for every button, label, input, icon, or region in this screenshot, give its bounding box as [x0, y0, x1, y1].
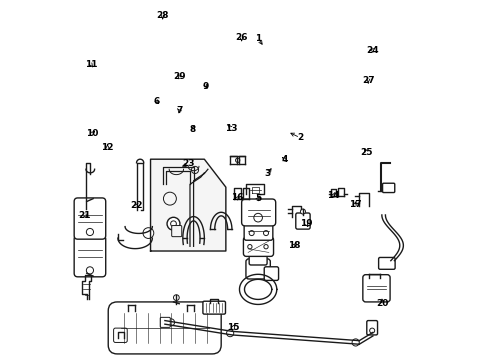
Text: 22: 22: [130, 201, 142, 210]
FancyBboxPatch shape: [108, 302, 221, 354]
Text: 27: 27: [361, 76, 374, 85]
Text: 11: 11: [84, 60, 97, 69]
FancyBboxPatch shape: [249, 251, 266, 265]
Circle shape: [142, 228, 153, 238]
FancyBboxPatch shape: [171, 226, 182, 237]
FancyBboxPatch shape: [160, 318, 170, 327]
Circle shape: [167, 217, 180, 230]
FancyBboxPatch shape: [366, 320, 377, 335]
FancyBboxPatch shape: [362, 275, 389, 302]
Text: 9: 9: [202, 82, 208, 91]
Circle shape: [86, 228, 93, 235]
FancyBboxPatch shape: [203, 301, 225, 314]
FancyBboxPatch shape: [243, 237, 273, 256]
FancyBboxPatch shape: [241, 199, 275, 226]
Text: 2: 2: [296, 133, 303, 142]
FancyBboxPatch shape: [295, 213, 309, 229]
Circle shape: [249, 230, 254, 235]
FancyBboxPatch shape: [245, 259, 270, 279]
Text: 13: 13: [224, 123, 237, 132]
FancyBboxPatch shape: [378, 257, 394, 269]
Circle shape: [351, 339, 359, 346]
FancyBboxPatch shape: [74, 235, 105, 277]
Text: 17: 17: [348, 200, 361, 209]
Circle shape: [235, 158, 239, 162]
Text: 14: 14: [326, 190, 339, 199]
Circle shape: [226, 329, 233, 337]
Circle shape: [163, 192, 176, 205]
Text: 5: 5: [254, 194, 261, 203]
Text: 23: 23: [183, 159, 195, 168]
Text: 4: 4: [281, 155, 287, 164]
Text: 28: 28: [156, 11, 169, 20]
Text: 15: 15: [226, 323, 239, 332]
FancyBboxPatch shape: [113, 328, 127, 342]
Circle shape: [247, 244, 251, 249]
Circle shape: [170, 221, 176, 226]
Text: 24: 24: [366, 46, 378, 55]
Text: 21: 21: [79, 211, 91, 220]
Circle shape: [191, 166, 198, 174]
Text: 1: 1: [254, 34, 261, 43]
Circle shape: [369, 328, 374, 333]
FancyBboxPatch shape: [74, 198, 105, 239]
Text: 3: 3: [264, 169, 270, 178]
Text: 19: 19: [299, 219, 312, 228]
Text: 12: 12: [101, 143, 114, 152]
Polygon shape: [150, 159, 225, 251]
Text: 10: 10: [86, 129, 98, 138]
Circle shape: [263, 230, 268, 235]
Text: 25: 25: [360, 148, 372, 157]
Text: 16: 16: [231, 193, 243, 202]
Text: 29: 29: [173, 72, 185, 81]
Circle shape: [86, 267, 93, 274]
Text: 20: 20: [376, 299, 388, 308]
FancyBboxPatch shape: [264, 267, 278, 280]
Circle shape: [167, 319, 174, 326]
Text: 6: 6: [153, 96, 160, 105]
Text: 8: 8: [189, 125, 195, 134]
Circle shape: [253, 213, 262, 222]
FancyBboxPatch shape: [382, 183, 394, 193]
Text: 18: 18: [287, 241, 300, 250]
Circle shape: [300, 209, 305, 214]
Text: 26: 26: [235, 33, 247, 42]
Circle shape: [173, 295, 179, 301]
Text: 7: 7: [176, 106, 182, 115]
Circle shape: [264, 244, 267, 249]
FancyBboxPatch shape: [244, 220, 272, 240]
